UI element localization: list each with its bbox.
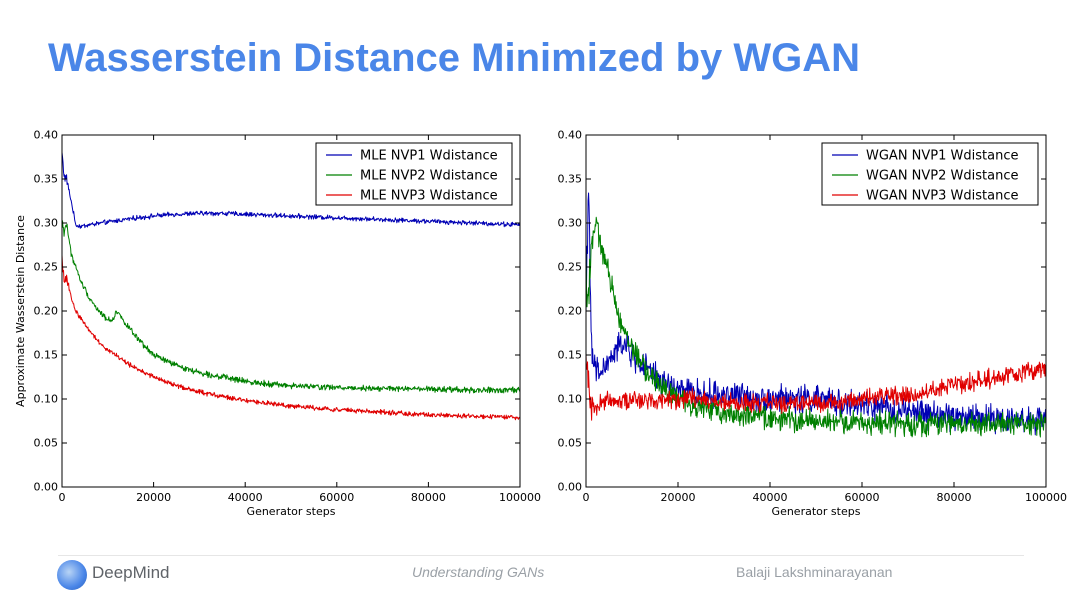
chart2-series-line-3: [585, 353, 1046, 421]
chart1-ytick-label: 0.30: [34, 217, 59, 230]
chart1-series-line-3: [61, 255, 521, 421]
chart2-ytick-label: 0.20: [558, 305, 583, 318]
charts-figure: 0.00 0.05 0.10 0.15 0.20 0.25 0.30 0.35 0.40 0 200…: [14, 129, 1067, 519]
slide-title: Wasserstein Distance Minimized by WGAN: [48, 36, 861, 80]
deepmind-logo-icon: [57, 560, 87, 590]
chart1-series-line-1: [61, 152, 521, 229]
footer-deck-title: Understanding GANs: [412, 564, 545, 580]
chart1-legend-label-1: MLE NVP1 Wdistance: [360, 149, 498, 164]
chart1-ytick-label: 0.15: [34, 349, 59, 362]
chart2-ytick-label: 0.25: [558, 261, 583, 274]
chart1-xtick-label: 100000: [499, 491, 541, 504]
chart1-ytick-label: 0.00: [34, 481, 59, 494]
footer-author: Balaji Lakshminarayanan: [736, 564, 893, 580]
chart2-xtick-label: 20000: [661, 491, 696, 504]
chart2-xtick-label: 40000: [753, 491, 788, 504]
chart1-xtick-label: 80000: [411, 491, 446, 504]
chart2-ytick-label: 0.30: [558, 217, 583, 230]
chart1-ytick-label: 0.25: [34, 261, 59, 274]
chart2-ytick-label: 0.35: [558, 173, 583, 186]
chart1-legend-label-2: MLE NVP2 Wdistance: [360, 169, 498, 184]
chart2-series-line-2: [585, 216, 1047, 438]
chart2-legend-label-2: WGAN NVP2 Wdistance: [866, 169, 1018, 184]
chart1-ytick-label: 0.10: [34, 393, 59, 406]
chart1-ytick-label: 0.35: [34, 173, 59, 186]
chart1-ytick-label: 0.05: [34, 437, 59, 450]
footer-brand: DeepMind: [92, 563, 170, 582]
chart1-xtick-label: 0: [59, 491, 66, 504]
chart1-legend-label-3: MLE NVP3 Wdistance: [360, 189, 498, 204]
chart1-xtick-label: 40000: [228, 491, 263, 504]
chart2-xtick-label: 100000: [1025, 491, 1067, 504]
chart1-ytick-label: 0.20: [34, 305, 59, 318]
chart1-x-axis-label: Generator steps: [247, 505, 336, 518]
chart1-series-line-2: [61, 220, 521, 394]
chart2-xtick-label: 0: [583, 491, 590, 504]
chart2-ytick-label: 0.00: [558, 481, 583, 494]
chart1-xtick-label: 60000: [319, 491, 354, 504]
chart1-y-axis-label: Approximate Wasserstein Distance: [14, 215, 27, 407]
chart2-legend-label-3: WGAN NVP3 Wdistance: [866, 189, 1018, 204]
chart1-ytick-label: 0.40: [34, 129, 59, 142]
chart2-xtick-label: 60000: [845, 491, 880, 504]
chart2-ytick-label: 0.40: [558, 129, 583, 142]
chart2-xtick-label: 80000: [937, 491, 972, 504]
chart2-ytick-label: 0.10: [558, 393, 583, 406]
chart2-legend-label-1: WGAN NVP1 Wdistance: [866, 149, 1018, 164]
chart2-ytick-label: 0.15: [558, 349, 583, 362]
footer-divider: [58, 555, 1024, 556]
chart2-x-axis-label: Generator steps: [772, 505, 861, 518]
chart2-ytick-label: 0.05: [558, 437, 583, 450]
chart1-xtick-label: 20000: [136, 491, 171, 504]
